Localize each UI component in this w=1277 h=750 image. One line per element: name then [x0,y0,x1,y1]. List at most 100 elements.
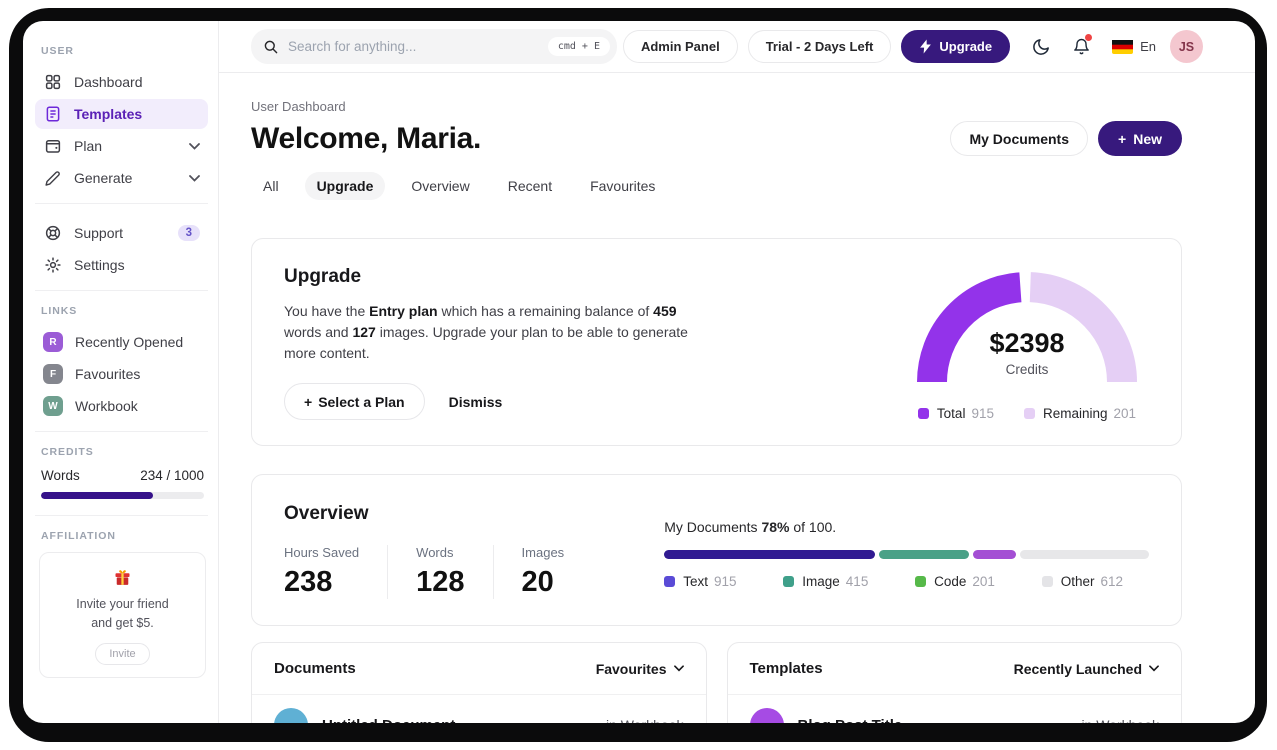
gauge-value: $2398 [989,328,1065,358]
sidebar-link-recently-opened[interactable]: R Recently Opened [35,327,208,357]
topbar-actions: Admin Panel Trial - 2 Days Left Upgrade [622,30,1203,63]
dismiss-button[interactable]: Dismiss [439,386,513,418]
bell-icon[interactable] [1066,32,1096,62]
templates-card-title: Templates [749,660,823,677]
upgrade-card: Upgrade You have the Entry plan which ha… [251,238,1182,446]
legend-swatch [917,408,929,419]
page-content: User Dashboard Welcome, Maria. My Docume… [219,73,1255,723]
documents-filter-dropdown[interactable]: Favourites [596,661,684,677]
gauge-chart [917,272,1137,383]
sidebar-item-label: Support [74,225,124,241]
gear-icon [43,256,62,275]
sidebar-item-label: Settings [74,257,125,273]
credits-gauge: $2398 Credits Total 915 Remaining [911,266,1143,421]
bar-segment-code [972,550,1017,559]
legend-swatch [915,576,927,587]
sidebar-link-workbook[interactable]: W Workbook [35,391,208,421]
moon-icon[interactable] [1026,32,1056,62]
sidebar-section-user: USER [41,45,74,57]
new-button[interactable]: + New [1098,121,1182,156]
overview-left: Overview Hours Saved 238 Words 128 Image… [284,503,620,599]
my-documents-button[interactable]: My Documents [950,121,1089,156]
document-row[interactable]: Untitled Document in Workbook [252,695,706,723]
sidebar-item-plan[interactable]: Plan [35,131,208,161]
templates-filter-dropdown[interactable]: Recently Launched [1014,661,1159,677]
sidebar-item-templates[interactable]: Templates [35,99,208,129]
sidebar-item-label: Generate [74,170,133,186]
template-location: in Workbook [1081,717,1159,723]
page-title: Welcome, Maria. [251,121,482,155]
link-initial-badge: W [43,396,63,416]
search-bar[interactable]: cmd + E [251,29,617,64]
sidebar-item-label: Recently Opened [75,334,184,350]
notification-dot [1085,33,1093,41]
search-icon [263,39,279,55]
overview-title: Overview [284,503,369,524]
overview-stats: Hours Saved 238 Words 128 Images 20 [284,545,620,599]
credits-value: 234 / 1000 [140,468,204,483]
legend-item-other: Other 612 [1041,574,1123,589]
sidebar-divider [35,515,208,516]
words-progress-fill [41,492,154,499]
credits-type-label: Words [41,468,80,483]
tab-upgrade[interactable]: Upgrade [304,172,386,200]
words-progress-bar [41,492,204,499]
document-icon [43,105,62,124]
admin-panel-button[interactable]: Admin Panel [622,30,738,63]
legend-item-code: Code 201 [915,574,995,589]
legend-item-text: Text 915 [664,574,736,589]
lifebuoy-icon [43,224,62,243]
trial-badge[interactable]: Trial - 2 Days Left [747,30,892,63]
chevron-down-icon [1149,665,1159,672]
stat-images: Images 20 [521,545,565,598]
legend-swatch [664,576,676,587]
stat-words: Words 128 [416,545,494,599]
language-selector[interactable]: En [1112,39,1156,54]
wallet-icon [43,137,62,156]
gift-icon [48,567,197,588]
template-title: Blog Post Title [798,717,903,724]
credits-row: Words 234 / 1000 [35,468,208,483]
tab-all[interactable]: All [263,178,279,194]
document-title: Untitled Document [322,717,455,724]
sidebar-item-support[interactable]: Support 3 [35,218,208,248]
divider [727,694,1181,695]
upgrade-card-body: You have the Entry plan which has a rema… [284,303,688,361]
legend-item-remaining: Remaining 201 [1023,406,1136,421]
template-row[interactable]: Blog Post Title in Workbook [728,695,1182,723]
select-plan-button[interactable]: + Select a Plan [284,383,425,420]
search-input[interactable] [288,39,518,54]
sidebar-divider [35,203,208,204]
link-initial-badge: F [43,364,63,384]
germany-flag-icon [1112,39,1134,54]
device-frame: USER Dashboard Templates Plan [9,8,1267,742]
sidebar-section-links: LINKS [41,305,78,317]
filter-tabs: All Upgrade Overview Recent Favourites [251,172,1182,200]
tab-recent[interactable]: Recent [507,178,553,194]
tab-overview[interactable]: Overview [411,178,470,194]
sidebar-item-dashboard[interactable]: Dashboard [35,67,208,97]
support-badge: 3 [177,225,200,241]
sidebar-item-settings[interactable]: Settings [35,250,208,280]
chevron-down-icon [189,142,200,150]
upgrade-button[interactable]: Upgrade [901,30,1011,63]
bar-segment-text [664,550,876,559]
tab-favourites[interactable]: Favourites [590,178,656,194]
sidebar-divider [35,431,208,432]
bar-segment-image [879,550,969,559]
sidebar-section-affiliation: AFFILIATION [41,530,116,542]
sidebar-item-generate[interactable]: Generate [35,163,208,193]
bar-segment-other [1020,550,1149,559]
grid-icon [43,73,62,92]
avatar[interactable]: JS [1170,30,1203,63]
sidebar-link-favourites[interactable]: F Favourites [35,359,208,389]
legend-swatch [1041,576,1053,587]
legend-swatch [1023,408,1035,419]
breadcrumb: User Dashboard [251,99,346,114]
link-initial-badge: R [43,332,63,352]
legend-item-total: Total 915 [917,406,994,421]
invite-button[interactable]: Invite [95,642,150,665]
app-window: USER Dashboard Templates Plan [23,21,1255,723]
affiliation-card: Invite your friend and get $5. Invite [39,552,206,678]
sidebar-item-label: Templates [74,106,143,122]
